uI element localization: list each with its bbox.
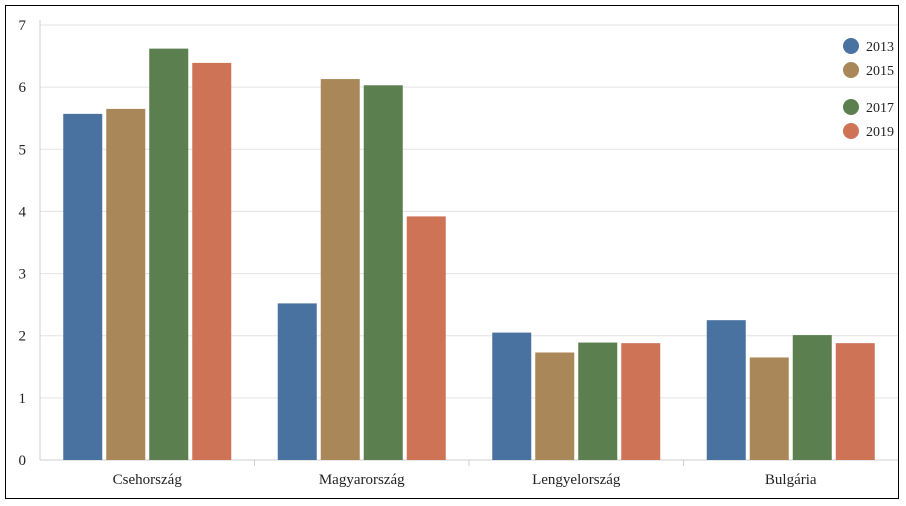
bar-Csehország-2013[interactable] <box>63 113 103 460</box>
bar-Lengyelország-2013[interactable] <box>492 332 532 460</box>
x-tick-label-3: Bulgária <box>765 472 817 488</box>
legend-swatch-2019 <box>843 123 859 139</box>
y-tick-label-5: 5 <box>19 142 27 158</box>
y-tick-label-0: 0 <box>19 453 27 469</box>
x-tick-label-0: Csehország <box>113 472 183 488</box>
y-tick-label-4: 4 <box>19 204 27 220</box>
bar-Lengyelország-2015[interactable] <box>535 352 575 460</box>
y-tick-label-1: 1 <box>19 391 27 407</box>
chart-frame: 0 1 2 3 4 5 6 7 Csehország Magyarország Lengyelor… <box>5 5 899 499</box>
bar-Bulgária-2015[interactable] <box>749 357 789 460</box>
x-tick-label-2: Lengyelország <box>532 472 621 488</box>
y-tick-label-2: 2 <box>19 329 27 345</box>
bar-Magyarország-2013[interactable] <box>277 303 317 460</box>
legend-swatch-2013 <box>843 38 859 54</box>
x-tick-label-1: Magyarország <box>319 472 405 488</box>
y-tick-labels: 0 1 2 3 4 5 6 7 <box>19 18 27 469</box>
bar-chart: 0 1 2 3 4 5 6 7 Csehország Magyarország Lengyelor… <box>19 18 898 488</box>
legend[interactable]: 2013 2015 2017 2019 <box>843 38 894 140</box>
legend-item-2015[interactable]: 2015 <box>843 62 894 79</box>
bar-Lengyelország-2019[interactable] <box>621 343 661 460</box>
bar-Magyarország-2019[interactable] <box>406 216 446 460</box>
bar-Bulgária-2013[interactable] <box>706 320 746 460</box>
legend-label-2019: 2019 <box>866 125 894 140</box>
bar-Csehország-2019[interactable] <box>192 62 232 461</box>
legend-item-2019[interactable]: 2019 <box>843 123 894 140</box>
legend-label-2013: 2013 <box>866 40 894 55</box>
bars <box>63 48 875 461</box>
y-tick-label-6: 6 <box>19 80 27 96</box>
bar-Magyarország-2017[interactable] <box>363 85 403 461</box>
legend-item-2017[interactable]: 2017 <box>843 99 894 116</box>
legend-swatch-2015 <box>843 62 859 78</box>
bar-Magyarország-2015[interactable] <box>320 79 360 461</box>
legend-item-2013[interactable]: 2013 <box>843 38 894 55</box>
bar-Csehország-2015[interactable] <box>106 108 146 461</box>
y-tick-label-3: 3 <box>19 267 27 283</box>
bar-Csehország-2017[interactable] <box>149 48 189 460</box>
legend-swatch-2017 <box>843 99 859 115</box>
x-tick-labels: Csehország Magyarország Lengyelország Bulgá… <box>113 472 817 488</box>
y-tick-label-7: 7 <box>19 18 27 34</box>
legend-label-2015: 2015 <box>866 64 894 79</box>
bar-Lengyelország-2017[interactable] <box>578 342 618 460</box>
bar-Bulgária-2019[interactable] <box>835 343 875 460</box>
legend-label-2017: 2017 <box>866 101 894 116</box>
bar-Bulgária-2017[interactable] <box>792 335 832 460</box>
